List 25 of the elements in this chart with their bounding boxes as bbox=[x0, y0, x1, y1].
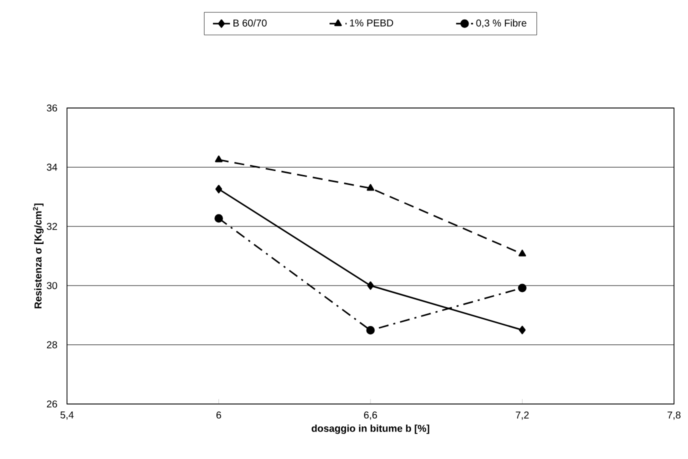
y-tick-label: 28 bbox=[46, 341, 58, 348]
x-tick-label: 7,2 bbox=[516, 412, 529, 420]
point bbox=[518, 250, 526, 256]
x-axis-title: dosaggio in bitume b [%] bbox=[312, 424, 430, 434]
point bbox=[518, 284, 526, 292]
x-tick-label: 5,4 bbox=[60, 412, 74, 420]
y-tick-label: 30 bbox=[46, 282, 58, 290]
point bbox=[367, 281, 374, 290]
point bbox=[215, 184, 222, 194]
point bbox=[518, 326, 526, 334]
point bbox=[366, 326, 375, 335]
x-tick-label: 6,6 bbox=[364, 412, 377, 420]
y-tick-label: 32 bbox=[46, 222, 58, 230]
y-tick-label: 26 bbox=[46, 400, 58, 408]
y-tick-label: 34 bbox=[46, 164, 58, 171]
point bbox=[214, 214, 223, 223]
legend-label: 1% PEBD bbox=[350, 19, 394, 26]
legend-label: 0,3 % Fibre bbox=[476, 19, 526, 28]
x-tick-label: 6 bbox=[216, 412, 222, 419]
point bbox=[366, 184, 374, 191]
point bbox=[214, 156, 223, 162]
y-axis-title: Resistenza σ [Kg/cm$^{2}$] bbox=[32, 204, 44, 308]
y-tick-label: 36 bbox=[46, 104, 58, 112]
x-tick-label: 7,8 bbox=[668, 412, 680, 420]
legend-label: B 60/70 bbox=[234, 19, 267, 27]
